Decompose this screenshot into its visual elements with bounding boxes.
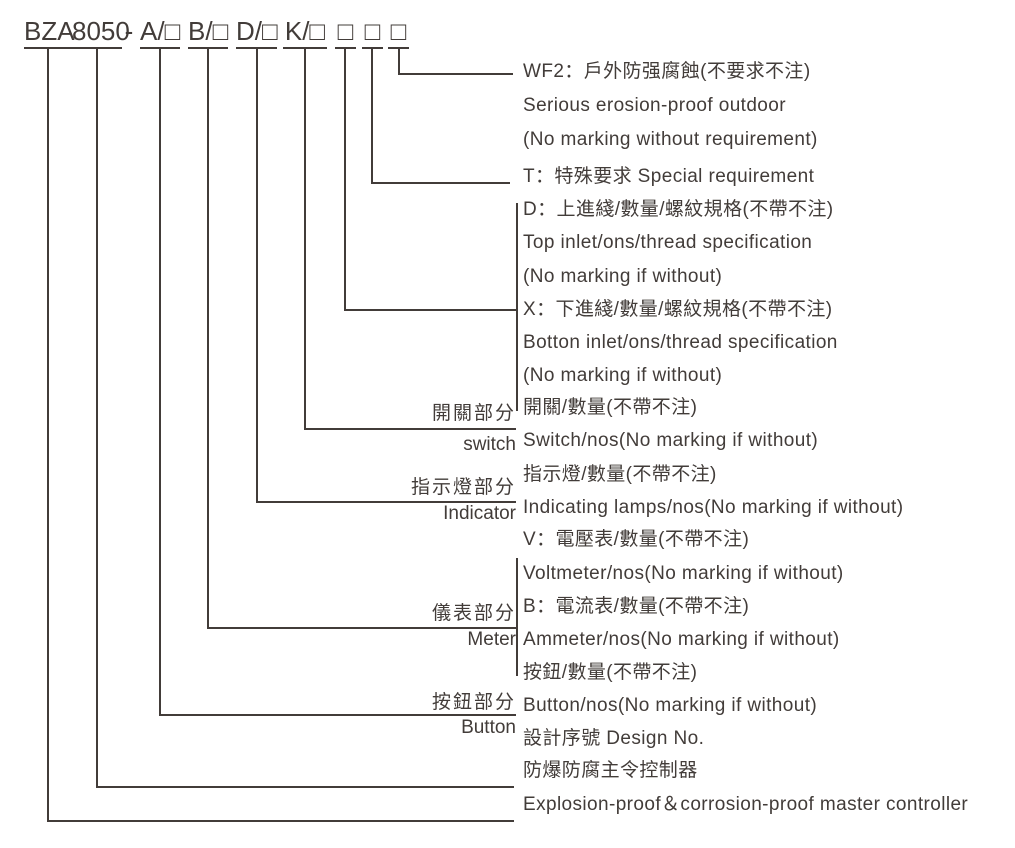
connector-line-8050 [96,49,98,788]
description-row-voltmeter-zh: V：電壓表/數量(不帶不注) [523,529,750,550]
model-segment-k: K/□ [283,17,327,49]
description-row-button-zh: 按鈕/數量(不帶不注) [523,662,698,683]
section-label-meter-zh: 儀表部分 [431,603,516,624]
connector-line-k [304,49,306,430]
connector-elbow-8050 [96,786,514,788]
section-label-indicator-en: Indicator [443,503,516,524]
model-segment-box1: □ [335,17,356,49]
description-row-d-note: (No marking if without) [523,266,723,287]
connector-line-box2 [371,49,373,184]
connector-elbow-button [159,714,516,716]
description-row-product-en: Explosion-proof＆corrosion-proof master c… [523,794,969,815]
description-row-t: T：特殊要求 Special requirement [523,166,815,187]
connector-elbow-indicator [256,501,516,503]
connector-line-a [159,49,161,716]
description-row-wf2-zh: WF2：戶外防强腐蝕(不要求不注) [523,61,811,82]
section-label-button-zh: 按鈕部分 [431,692,516,713]
model-segment-8050: 8050 [72,17,130,49]
section-label-meter-en: Meter [467,629,516,650]
description-row-x-zh: X：下進綫/數量/螺紋規格(不帶不注) [523,299,833,320]
description-row-indicator-en: Indicating lamps/nos(No marking if witho… [523,497,904,518]
bracket-line-dx-block [516,203,518,411]
description-row-wf2-en: Serious erosion-proof outdoor [523,95,786,116]
connector-elbow-wf2 [398,73,513,75]
description-row-indicator-zh: 指示燈/數量(不帶不注) [523,464,717,485]
model-segment-a: A/□ [140,17,180,49]
description-row-button-en: Button/nos(No marking if without) [523,695,818,716]
description-row-switch-zh: 開關/數量(不帶不注) [523,397,698,418]
description-row-design-no: 設計序號 Design No. [523,728,705,749]
connector-line-b [207,49,209,629]
description-row-x-note: (No marking if without) [523,365,723,386]
description-row-switch-en: Switch/nos(No marking if without) [523,430,819,451]
description-row-ammeter-zh: B：電流表/數量(不帶不注) [523,596,750,617]
connector-line-d [256,49,258,503]
connector-elbow-x [344,309,518,311]
model-segment-b: B/□ [188,17,228,49]
model-separator: - [124,16,134,46]
bracket-line-meter-block [516,558,518,676]
section-label-switch-en: switch [463,434,516,455]
description-row-d-en: Top inlet/ons/thread specification [523,232,813,253]
connector-line-bza [47,49,49,822]
section-label-button-en: Button [461,717,516,738]
model-segment-bza: BZA [24,17,75,49]
model-segment-box3: □ [388,17,409,49]
description-row-wf2-note: (No marking without requirement) [523,129,818,150]
description-row-ammeter-en: Ammeter/nos(No marking if without) [523,629,840,650]
connector-line-box3 [398,49,400,75]
connector-elbow-meter [207,627,516,629]
connector-elbow-switch [304,428,516,430]
model-segment-d: D/□ [236,17,278,49]
section-label-indicator-zh: 指示燈部分 [410,477,516,498]
connector-elbow-bza [47,820,514,822]
description-row-d-zh: D：上進綫/數量/螺紋規格(不帶不注) [523,199,834,220]
section-label-switch-zh: 開關部分 [431,403,516,424]
connector-line-box1 [344,49,346,311]
description-row-product-zh: 防爆防腐主令控制器 [523,760,698,781]
connector-elbow-t [371,182,510,184]
model-segment-box2: □ [362,17,383,49]
description-row-x-en: Botton inlet/ons/thread specification [523,332,838,353]
description-row-voltmeter-en: Voltmeter/nos(No marking if without) [523,563,844,584]
